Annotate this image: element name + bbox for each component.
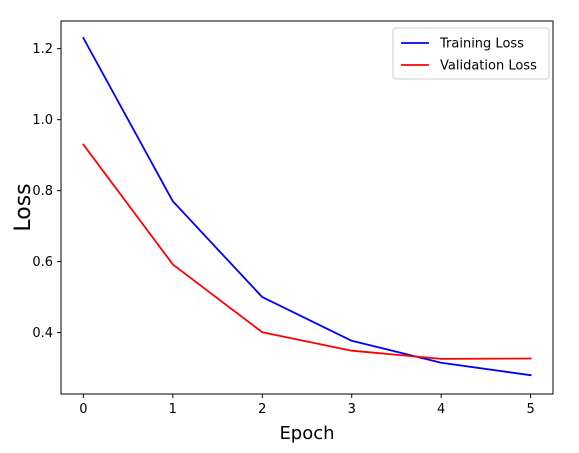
y-tick-label: 0.4 (32, 326, 53, 341)
y-tick-label: 0.6 (32, 255, 53, 270)
series-line-training-loss (82, 36, 532, 377)
x-tick-label: 0 (79, 402, 87, 417)
legend-entry-label: Validation Loss (440, 59, 537, 74)
series-line-validation-loss (82, 143, 532, 360)
y-tick-label: 1.2 (32, 42, 53, 57)
y-tick-label: 0.8 (32, 184, 53, 199)
axes-frame (60, 20, 554, 395)
y-axis-ticks: 0.4 0.6 0.8 1.0 1.2 (32, 42, 61, 341)
legend-box (392, 27, 550, 80)
x-axis-ticks: 0 1 2 3 4 5 (79, 394, 535, 417)
x-tick-label: 3 (348, 402, 356, 417)
y-axis-label: Loss (11, 183, 36, 231)
x-axis-label: Epoch (279, 423, 334, 444)
x-tick-label: 1 (169, 402, 177, 417)
x-tick-label: 4 (437, 402, 445, 417)
x-tick-label: 5 (526, 402, 534, 417)
legend-entry-label: Training Loss (439, 37, 524, 52)
legend: Training Loss Validation Loss (392, 27, 550, 80)
series-lines (82, 36, 532, 377)
y-tick-label: 1.0 (32, 113, 53, 128)
x-tick-label: 2 (258, 402, 266, 417)
